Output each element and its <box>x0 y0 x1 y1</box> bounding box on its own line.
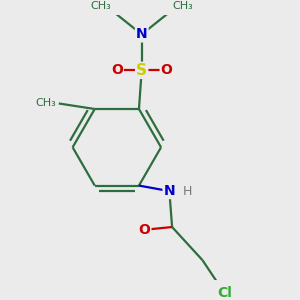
Text: S: S <box>136 63 147 78</box>
Text: Cl: Cl <box>217 286 232 300</box>
Text: CH₃: CH₃ <box>91 1 111 11</box>
Text: N: N <box>164 184 175 198</box>
Text: CH₃: CH₃ <box>35 98 56 109</box>
Text: O: O <box>160 63 172 77</box>
Text: N: N <box>136 27 148 41</box>
Text: O: O <box>111 63 123 77</box>
Text: H: H <box>183 184 193 198</box>
Text: O: O <box>139 223 150 237</box>
Text: CH₃: CH₃ <box>172 1 193 11</box>
